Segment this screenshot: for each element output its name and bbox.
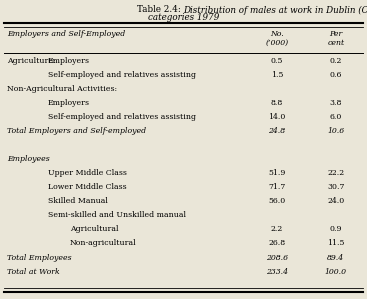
Text: 22.2: 22.2	[327, 169, 344, 177]
Text: No.
(’000): No. (’000)	[265, 30, 289, 47]
Text: 24.8: 24.8	[269, 127, 286, 135]
Text: 11.5: 11.5	[327, 239, 345, 248]
Text: Semi-skilled and Unskilled manual: Semi-skilled and Unskilled manual	[48, 211, 186, 219]
Text: 0.5: 0.5	[271, 57, 283, 65]
Text: categories 1979: categories 1979	[148, 13, 219, 22]
Text: Employers: Employers	[48, 57, 90, 65]
Text: 0.6: 0.6	[330, 71, 342, 79]
Text: Employees: Employees	[7, 155, 50, 163]
Text: 2.2: 2.2	[271, 225, 283, 234]
Text: 14.0: 14.0	[268, 113, 286, 121]
Text: Non-Agricultural Activities:: Non-Agricultural Activities:	[7, 85, 117, 93]
Text: 0.2: 0.2	[330, 57, 342, 65]
Text: Self-employed and relatives assisting: Self-employed and relatives assisting	[48, 113, 196, 121]
Text: 56.0: 56.0	[268, 197, 286, 205]
Text: 1.5: 1.5	[271, 71, 283, 79]
Text: Table 2.4:: Table 2.4:	[137, 5, 184, 14]
Text: 0.9: 0.9	[330, 225, 342, 234]
Text: 26.8: 26.8	[269, 239, 286, 248]
Text: 233.4: 233.4	[266, 268, 288, 276]
Text: 6.0: 6.0	[330, 113, 342, 121]
Text: 30.7: 30.7	[327, 183, 345, 191]
Text: Employers: Employers	[48, 99, 90, 107]
Text: 71.7: 71.7	[268, 183, 286, 191]
Text: 100.0: 100.0	[325, 268, 347, 276]
Text: Total Employees: Total Employees	[7, 254, 72, 262]
Text: 89.4: 89.4	[327, 254, 344, 262]
Text: Agricultural: Agricultural	[70, 225, 118, 234]
Text: 8.8: 8.8	[271, 99, 283, 107]
Text: 3.8: 3.8	[330, 99, 342, 107]
Text: Per
cent: Per cent	[327, 30, 344, 47]
Text: Self-employed and relatives assisting: Self-employed and relatives assisting	[48, 71, 196, 79]
Text: 10.6: 10.6	[327, 127, 344, 135]
Text: Lower Middle Class: Lower Middle Class	[48, 183, 126, 191]
Text: 24.0: 24.0	[327, 197, 345, 205]
Text: Total Employers and Self-employed: Total Employers and Self-employed	[7, 127, 146, 135]
Text: Total at Work: Total at Work	[7, 268, 60, 276]
Text: Distribution of males at work in Dublin (City and County) by class: Distribution of males at work in Dublin …	[184, 5, 367, 15]
Text: 51.9: 51.9	[268, 169, 286, 177]
Text: Upper Middle Class: Upper Middle Class	[48, 169, 127, 177]
Text: 208.6: 208.6	[266, 254, 288, 262]
Text: Employers and Self-Employed: Employers and Self-Employed	[7, 30, 126, 38]
Text: Skilled Manual: Skilled Manual	[48, 197, 108, 205]
Text: Agriculture:: Agriculture:	[7, 57, 56, 65]
Text: Non-agricultural: Non-agricultural	[70, 239, 137, 248]
